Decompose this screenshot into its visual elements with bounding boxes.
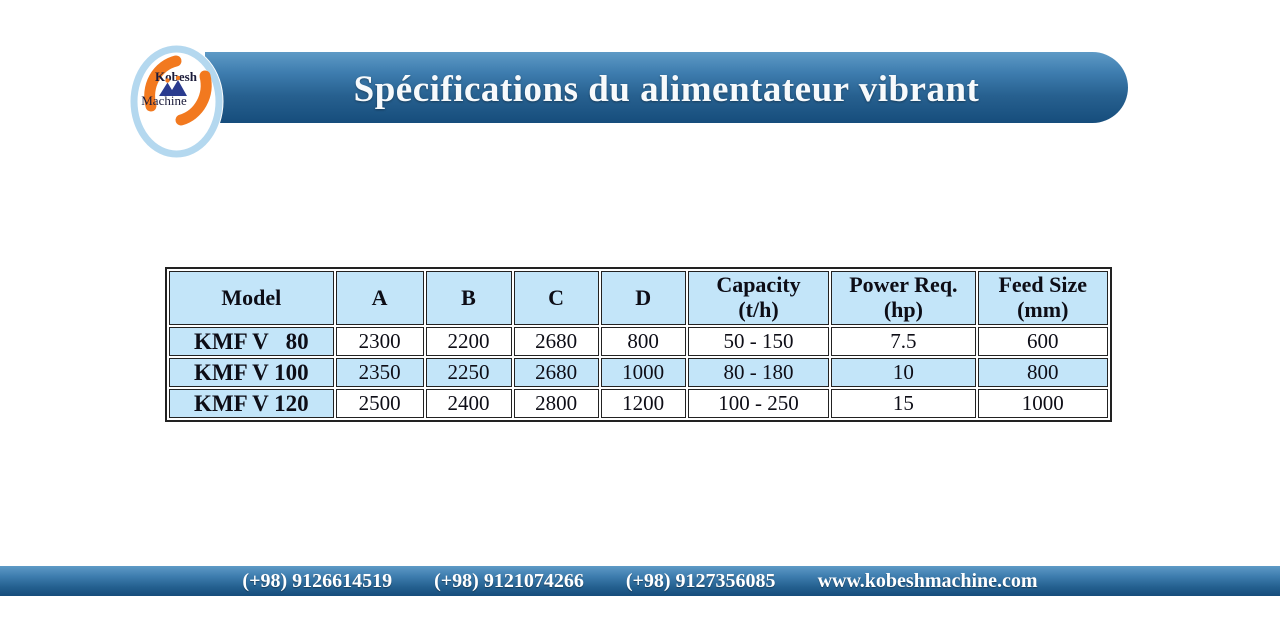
col-header-b: B — [425, 271, 512, 325]
col-header-feed: Feed Size (mm) — [977, 271, 1108, 325]
mountain-dot-icon — [165, 78, 170, 83]
phone-number: (+98) 9127356085 — [625, 569, 776, 592]
website-url: www.kobeshmachine.com — [817, 569, 1038, 592]
cell-model: KMF V 100 — [169, 358, 334, 387]
cell-c: 2800 — [513, 389, 599, 418]
cell-d: 800 — [600, 327, 686, 356]
cell-feed: 800 — [977, 358, 1108, 387]
table-row: KMF V 120 2500 2400 2800 1200 100 - 250 … — [169, 389, 1108, 418]
cell-capacity: 100 - 250 — [687, 389, 830, 418]
cell-model: KMF V 120 — [169, 389, 334, 418]
mountain-icon — [159, 80, 187, 96]
logo-text-bottom: Machine — [141, 93, 187, 108]
footer-contact-bar: (+98) 9126614519 (+98) 9121074266 (+98) … — [0, 566, 1280, 596]
cell-b: 2400 — [425, 389, 512, 418]
cell-a: 2350 — [335, 358, 424, 387]
swoosh-left-icon — [144, 55, 182, 112]
table-row: KMF V 100 2350 2250 2680 1000 80 - 180 1… — [169, 358, 1108, 387]
cell-capacity: 50 - 150 — [687, 327, 830, 356]
table-row: KMF V 80 2300 2200 2680 800 50 - 150 7.5… — [169, 327, 1108, 356]
cell-c: 2680 — [513, 327, 599, 356]
cell-feed: 1000 — [977, 389, 1108, 418]
col-header-c: C — [513, 271, 599, 325]
cell-d: 1000 — [600, 358, 686, 387]
logo-text-top: Kobesh — [155, 69, 198, 84]
header-banner: Spécifications du alimentateur vibrant — [205, 52, 1128, 123]
cell-d: 1200 — [600, 389, 686, 418]
cell-model: KMF V 80 — [169, 327, 334, 356]
cell-a: 2500 — [335, 389, 424, 418]
cell-feed: 600 — [977, 327, 1108, 356]
col-header-a: A — [335, 271, 424, 325]
cell-power: 10 — [831, 358, 976, 387]
table-header-row: Model A B C D Capacity (t/h) Power Req. (h… — [169, 271, 1108, 325]
col-header-d: D — [600, 271, 686, 325]
col-header-model: Model — [169, 271, 334, 325]
cell-b: 2250 — [425, 358, 512, 387]
cell-a: 2300 — [335, 327, 424, 356]
spec-table-container: Model A B C D Capacity (t/h) Power Req. (h… — [165, 267, 1112, 422]
spec-table: Model A B C D Capacity (t/h) Power Req. (h… — [165, 267, 1112, 422]
mountain-dot-icon — [175, 75, 181, 81]
cell-b: 2200 — [425, 327, 512, 356]
logo-graphic: Kobesh Machine — [129, 44, 224, 159]
cell-power: 7.5 — [831, 327, 976, 356]
col-header-capacity: Capacity (t/h) — [687, 271, 830, 325]
swoosh-right-icon — [175, 70, 212, 126]
phone-number: (+98) 9126614519 — [242, 569, 393, 592]
col-header-power: Power Req. (hp) — [831, 271, 976, 325]
phone-number: (+98) 9121074266 — [434, 569, 584, 592]
cell-c: 2680 — [513, 358, 599, 387]
page-title: Spécifications du alimentateur vibrant — [353, 69, 980, 110]
cell-power: 15 — [831, 389, 976, 418]
kobesh-machine-logo: Kobesh Machine — [128, 43, 225, 160]
cell-capacity: 80 - 180 — [687, 358, 830, 387]
